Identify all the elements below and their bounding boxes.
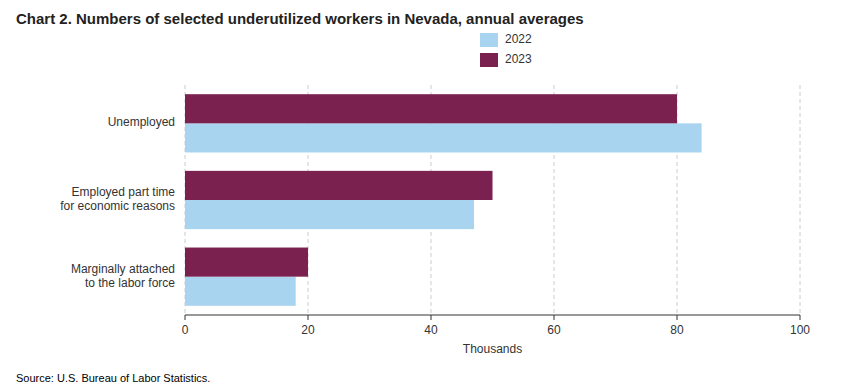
legend: 2022 2023: [480, 32, 532, 67]
bar: [185, 200, 474, 229]
bar: [185, 248, 308, 277]
source: Source: U.S. Bureau of Labor Statistics.: [16, 372, 210, 384]
legend-swatch: [480, 53, 498, 67]
title: Chart 2. Numbers of selected underutiliz…: [16, 10, 584, 27]
tick-label: 40: [424, 323, 438, 337]
category-label: Marginally attachedto the labor force: [71, 262, 175, 290]
x-axis-label: Thousands: [463, 342, 522, 356]
grid-line: [800, 85, 801, 315]
category-label: Unemployed: [108, 116, 175, 130]
category-label-line: to the labor force: [85, 276, 175, 290]
legend-swatch: [480, 33, 498, 47]
bar: [185, 277, 296, 306]
category-label-line: Marginally attached: [71, 262, 175, 276]
tick-mark: [554, 315, 555, 320]
tick-mark: [677, 315, 678, 320]
legend-label: 2022: [505, 32, 532, 46]
tick-label: 60: [547, 323, 561, 337]
tick-label: 0: [182, 323, 189, 337]
bars: [185, 94, 702, 306]
bar: [185, 94, 677, 123]
tick-label: 100: [790, 323, 810, 337]
bar: [185, 123, 702, 152]
x-axis-line: [185, 315, 800, 316]
chart: Chart 2. Numbers of selected underutiliz…: [0, 0, 841, 390]
tick-mark: [800, 315, 801, 320]
tick-mark: [308, 315, 309, 320]
category-label: Employed part timefor economic reasons: [60, 185, 175, 213]
legend-label: 2023: [505, 52, 532, 66]
bar: [185, 171, 493, 200]
tick-label: 80: [670, 323, 684, 337]
category-label-line: for economic reasons: [60, 199, 175, 213]
tick-label: 20: [301, 323, 315, 337]
tick-mark: [185, 315, 186, 320]
category-label-line: Unemployed: [108, 116, 175, 130]
grid: [185, 85, 800, 315]
tick-mark: [431, 315, 432, 320]
category-label-line: Employed part time: [72, 185, 176, 199]
